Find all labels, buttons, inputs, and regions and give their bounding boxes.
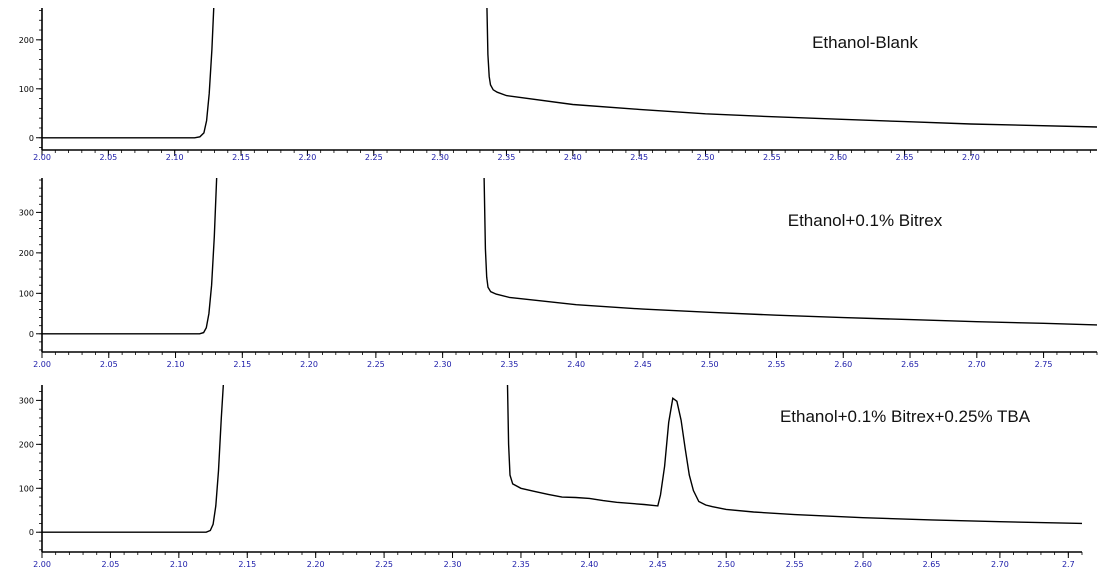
x-tick-label: 2.65 [923, 560, 941, 569]
x-tick-label: 2.00 [33, 360, 51, 369]
x-tick-label: 2.10 [167, 360, 185, 369]
x-tick-label: 2.70 [968, 360, 986, 369]
y-tick-label: 200 [19, 36, 34, 45]
x-tick-label: 2.20 [300, 360, 318, 369]
x-tick-label: 2.45 [630, 153, 648, 162]
x-tick-label: 2.05 [100, 360, 118, 369]
y-tick-label: 100 [19, 484, 34, 493]
panel-title: Ethanol+0.1% Bitrex+0.25% TBA [780, 407, 1031, 426]
chromatogram-trace [506, 385, 1082, 525]
chromatogram-trace [42, 178, 218, 335]
x-tick-label: 2.00 [33, 560, 51, 569]
x-tick-label: 2.10 [166, 153, 184, 162]
chromatogram-trace [483, 178, 1097, 326]
x-tick-label: 2.70 [991, 560, 1009, 569]
x-tick-label: 2.15 [233, 360, 251, 369]
x-tick-label: 2.25 [365, 153, 383, 162]
x-tick-label: 2.60 [854, 560, 872, 569]
x-tick-label: 2.40 [564, 153, 582, 162]
x-tick-label: 2.05 [99, 153, 117, 162]
x-tick-label: 2.20 [299, 153, 317, 162]
panel-title: Ethanol+0.1% Bitrex [788, 211, 943, 230]
x-tick-label: 2.65 [896, 153, 914, 162]
x-tick-label: 2.7 [1062, 560, 1075, 569]
chromatogram-trace [486, 8, 1097, 128]
x-tick-label: 2.20 [307, 560, 325, 569]
x-tick-label: 2.50 [701, 360, 719, 369]
x-tick-label: 2.25 [367, 360, 385, 369]
x-tick-label: 2.30 [444, 560, 462, 569]
x-tick-label: 2.55 [763, 153, 781, 162]
x-tick-label: 2.35 [498, 153, 516, 162]
y-tick-label: 0 [29, 134, 34, 143]
x-tick-label: 2.00 [33, 153, 51, 162]
x-tick-label: 2.45 [634, 360, 652, 369]
x-tick-label: 2.45 [649, 560, 667, 569]
chromatogram-panel-ethanol-bitrex: Ethanol+0.1% Bitrex 2.00 2.05 2.10 2.15 2.20… [19, 178, 1098, 369]
x-tick-label: 2.30 [434, 360, 452, 369]
x-tick-label: 2.75 [1035, 360, 1053, 369]
chromatogram-panel-ethanol-blank: Ethanol-Blank 2.00 2.05 2.10 2.15 2.20 2.25 2.… [19, 8, 1097, 162]
y-tick-label: 100 [19, 289, 34, 298]
x-tick-label: 2.40 [580, 560, 598, 569]
x-tick-label: 2.30 [431, 153, 449, 162]
x-tick-label: 2.55 [786, 560, 804, 569]
x-tick-label: 2.15 [232, 153, 250, 162]
x-tick-label: 2.35 [512, 560, 530, 569]
y-tick-label: 300 [19, 396, 34, 405]
y-tick-label: 0 [29, 528, 34, 537]
x-tick-label: 2.60 [834, 360, 852, 369]
chromatogram-trace [42, 385, 225, 533]
x-tick-label: 2.50 [697, 153, 715, 162]
panel-title: Ethanol-Blank [812, 33, 918, 52]
x-tick-label: 2.10 [170, 560, 188, 569]
x-tick-label: 2.05 [102, 560, 120, 569]
y-tick-label: 200 [19, 440, 34, 449]
x-tick-label: 2.50 [717, 560, 735, 569]
x-tick-label: 2.65 [901, 360, 919, 369]
y-tick-label: 100 [19, 85, 34, 94]
chromatogram-trace [42, 8, 215, 139]
x-tick-label: 2.35 [500, 360, 518, 369]
y-tick-label: 0 [29, 330, 34, 339]
y-tick-label: 200 [19, 249, 34, 258]
chromatogram-panel-ethanol-bitrex-tba: Ethanol+0.1% Bitrex+0.25% TBA 2.00 2.05 2.… [19, 385, 1083, 569]
x-tick-label: 2.25 [375, 560, 393, 569]
x-tick-label: 2.15 [238, 560, 256, 569]
x-tick-label: 2.60 [829, 153, 847, 162]
x-tick-label: 2.40 [567, 360, 585, 369]
y-tick-label: 300 [19, 208, 34, 217]
x-tick-label: 2.70 [962, 153, 980, 162]
x-tick-label: 2.55 [768, 360, 786, 369]
